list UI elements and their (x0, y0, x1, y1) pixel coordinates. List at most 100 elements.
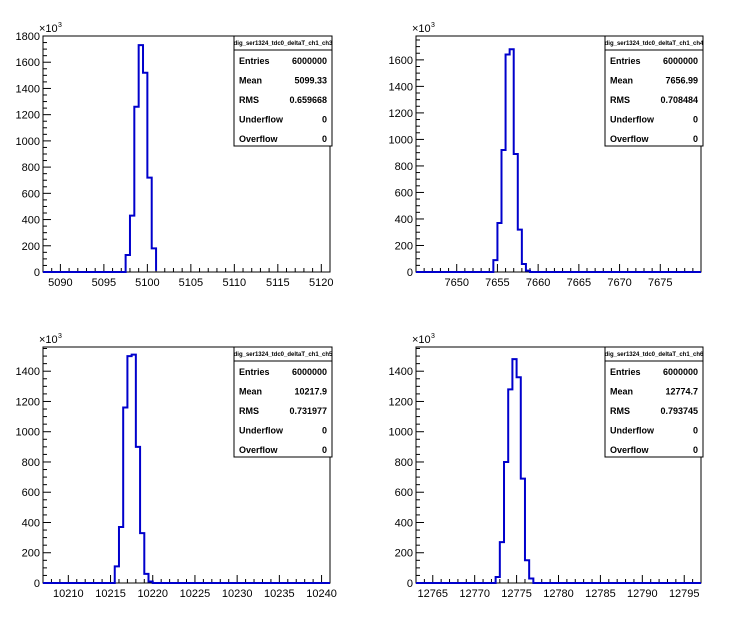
histogram-outline (43, 44, 158, 273)
x-tick-label: 7670 (607, 277, 631, 289)
y-tick-label: 200 (395, 240, 413, 252)
x-tick-label: 12785 (585, 588, 616, 600)
stats-box (604, 35, 704, 147)
histogram-panel-4: 12765 12770 12775 12780 12785 12790 12795 0 200 4… (389, 333, 705, 600)
y-tick-label: 1000 (389, 427, 413, 439)
histogram-outline (416, 358, 701, 584)
y-tick-label: 200 (22, 548, 40, 560)
stats-label: Overflow (610, 445, 650, 455)
x-tick-label: 10235 (264, 588, 295, 600)
stats-value: 0 (693, 115, 698, 125)
stats-value: 10217.9 (294, 387, 327, 397)
stats-value: 0.708484 (660, 95, 698, 105)
x-tick-label: 12780 (543, 588, 574, 600)
x-tick-label: 5095 (92, 277, 116, 289)
stats-value: 0.731977 (289, 406, 327, 416)
y-tick-label: 1200 (389, 108, 413, 120)
x-tick-label: 7660 (526, 277, 550, 289)
y-tick-label: 600 (395, 187, 413, 199)
y-tick-label: 800 (395, 161, 413, 173)
y-tick-label: 1200 (389, 396, 413, 408)
stats-title: dig_ser1324_tdc0_deltaT_ch1_ch3 (234, 41, 333, 47)
x-tick-label: 10215 (95, 588, 126, 600)
stats-value: 0 (322, 134, 327, 144)
y-tick-label: 0 (407, 267, 413, 279)
stats-value: 0.793745 (660, 406, 698, 416)
x-tick-label: 5110 (223, 277, 247, 289)
stats-box (233, 346, 333, 458)
x-tick-label: 7650 (444, 277, 468, 289)
y-tick-label: 1000 (389, 134, 413, 146)
stats-value: 12774.7 (665, 387, 698, 397)
stats-value: 0 (322, 426, 327, 436)
stats-title: dig_ser1324_tdc0_deltaT_ch1_ch5 (234, 352, 333, 358)
y-tick-label: 1400 (16, 366, 40, 378)
x-tick-label: 7675 (648, 277, 672, 289)
x-tick-label: 7655 (485, 277, 509, 289)
stats-box (233, 35, 333, 147)
y-tick-label: 1400 (16, 83, 40, 95)
stats-value: 0 (322, 445, 327, 455)
histogram-panel-2: 7650 7655 7660 7665 7670 7675 0 200 400 600 800 100… (389, 22, 705, 289)
stats-label: Entries (610, 56, 641, 66)
stats-label: Overflow (239, 134, 279, 144)
stats-box (604, 346, 704, 458)
y-tick-label: 400 (22, 517, 40, 529)
stats-label: Mean (239, 76, 262, 86)
y-multiplier-exponent: 3 (58, 333, 62, 340)
stats-label: Overflow (610, 134, 650, 144)
y-tick-label: 1600 (16, 57, 40, 69)
y-tick-label: 400 (395, 214, 413, 226)
histogram-panel-3: 10210 10215 10220 10225 10230 10235 10240 0 200 4… (16, 333, 337, 600)
x-tick-label: 10240 (306, 588, 337, 600)
stats-value: 0 (322, 115, 327, 125)
stats-title: dig_ser1324_tdc0_deltaT_ch1_ch6 (605, 352, 704, 358)
y-tick-label: 600 (22, 188, 40, 200)
y-tick-label: 1200 (16, 396, 40, 408)
stats-value: 5099.33 (294, 76, 327, 86)
y-multiplier-exponent: 3 (431, 22, 435, 29)
x-tick-label: 10210 (53, 588, 84, 600)
stats-label: Mean (239, 387, 262, 397)
stats-value: 0 (693, 426, 698, 436)
stats-label: Entries (239, 56, 270, 66)
stats-label: Entries (239, 367, 270, 377)
stats-value: 6000000 (663, 367, 698, 377)
x-tick-label: 12775 (501, 588, 532, 600)
x-tick-label: 10220 (137, 588, 168, 600)
y-tick-label: 400 (395, 517, 413, 529)
y-tick-label: 200 (22, 241, 40, 253)
histogram-outline (416, 48, 701, 273)
y-tick-label: 0 (407, 578, 413, 590)
stats-label: Mean (610, 387, 633, 397)
histogram-panel-1: 5090 5095 5100 5105 5110 5115 5120 0 200 400 600 80… (16, 22, 334, 289)
stats-value: 6000000 (292, 56, 327, 66)
y-tick-label: 1000 (16, 136, 40, 148)
y-multiplier: ×10 (412, 23, 431, 35)
y-tick-label: 0 (34, 267, 40, 279)
y-multiplier-exponent: 3 (431, 333, 435, 340)
y-tick-label: 1200 (16, 110, 40, 122)
y-tick-label: 600 (395, 487, 413, 499)
y-tick-label: 600 (22, 487, 40, 499)
stats-label: RMS (610, 95, 630, 105)
stats-label: RMS (610, 406, 630, 416)
x-tick-label: 5105 (179, 277, 203, 289)
x-tick-label: 12790 (627, 588, 658, 600)
y-tick-label: 800 (395, 457, 413, 469)
y-tick-label: 400 (22, 215, 40, 227)
stats-value: 7656.99 (665, 76, 698, 86)
y-tick-label: 0 (34, 578, 40, 590)
histogram-outline (43, 353, 330, 584)
x-tick-label: 12795 (669, 588, 700, 600)
stats-label: Overflow (239, 445, 279, 455)
y-multiplier-exponent: 3 (58, 22, 62, 29)
y-tick-label: 1400 (389, 366, 413, 378)
x-tick-label: 10230 (222, 588, 253, 600)
stats-value: 6000000 (663, 56, 698, 66)
stats-label: Underflow (239, 115, 284, 125)
x-tick-label: 5120 (309, 277, 333, 289)
stats-label: RMS (239, 95, 259, 105)
histogram-bin (512, 359, 516, 583)
